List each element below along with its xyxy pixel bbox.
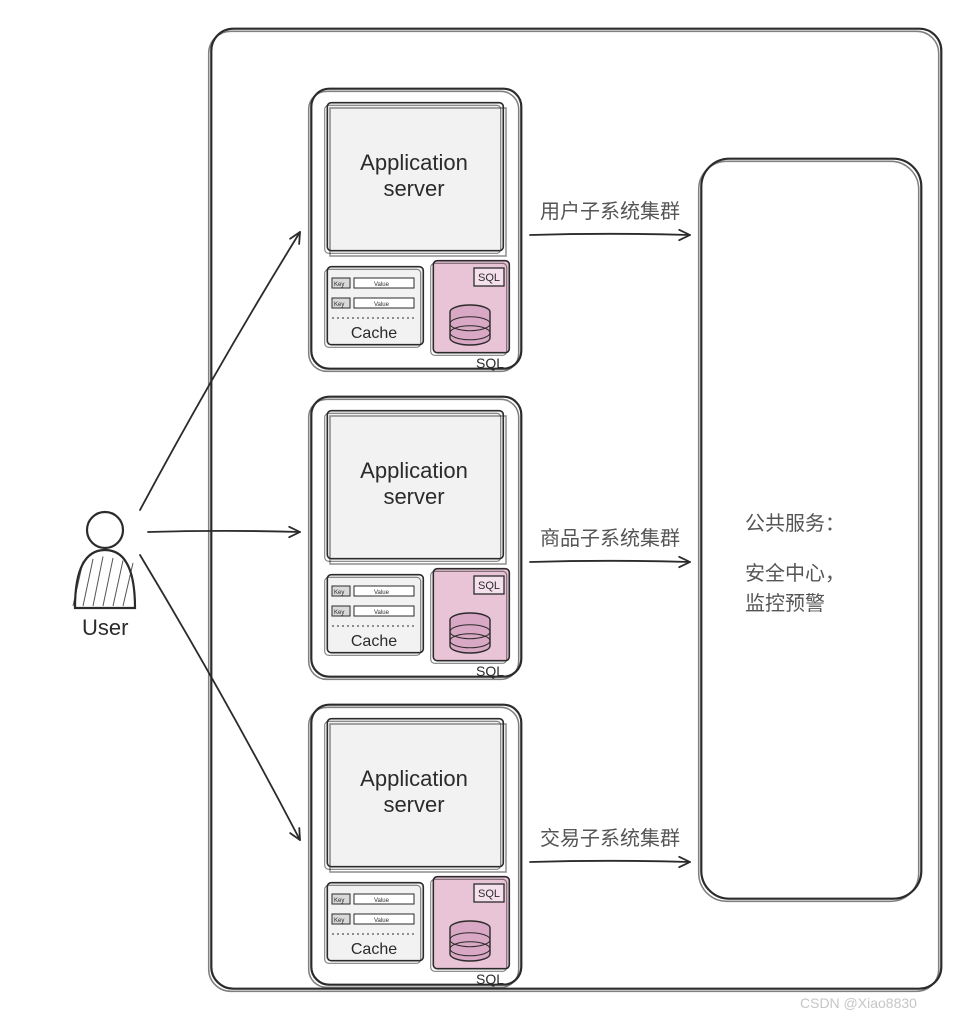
cache-label: Cache — [351, 941, 397, 958]
service-line2: 安全中心， — [745, 562, 845, 585]
cluster-right-label: 商品子系统集群 — [540, 527, 680, 550]
cluster-arrow-trade-subsystem — [530, 857, 690, 867]
cluster-right-label: 用户子系统集群 — [540, 200, 680, 223]
cache-label: Cache — [351, 325, 397, 342]
user-arrow-to-trade-sub — [140, 555, 300, 840]
svg-text:Key: Key — [334, 302, 344, 308]
svg-text:Key: Key — [334, 918, 344, 924]
cache-label: Cache — [351, 633, 397, 650]
svg-text:Value: Value — [374, 898, 390, 904]
service-line3: 监控预警 — [745, 592, 825, 615]
cluster-arrow-product-subsystem — [530, 557, 690, 567]
svg-text:Key: Key — [334, 282, 344, 288]
app-server-label-line1: Application — [360, 766, 468, 791]
sql-bottom-label: SQL — [476, 971, 504, 987]
app-server-label-line2: server — [383, 484, 444, 509]
svg-text:Key: Key — [334, 898, 344, 904]
svg-text:Value: Value — [374, 590, 390, 596]
app-server-label-line2: server — [383, 176, 444, 201]
user-label: User — [82, 615, 128, 640]
svg-text:Value: Value — [374, 610, 390, 616]
app-server-label-line2: server — [383, 792, 444, 817]
svg-text:Key: Key — [334, 590, 344, 596]
app-server-label-line1: Application — [360, 150, 468, 175]
sql-bottom-label: SQL — [476, 663, 504, 679]
watermark: CSDN @Xiao8830 — [800, 995, 917, 1011]
sql-tab-label: SQL — [478, 888, 500, 900]
svg-text:Key: Key — [334, 610, 344, 616]
cluster-arrow-user-subsystem — [530, 230, 690, 240]
cluster-right-label: 交易子系统集群 — [540, 827, 680, 850]
user-icon — [73, 512, 135, 608]
sql-tab-label: SQL — [478, 580, 500, 592]
svg-text:Value: Value — [374, 918, 390, 924]
svg-text:Value: Value — [374, 282, 390, 288]
app-server-label-line1: Application — [360, 458, 468, 483]
user-arrow-to-product-sub — [148, 527, 300, 537]
user-arrow-to-user-sub — [140, 232, 300, 510]
sql-tab-label: SQL — [478, 272, 500, 284]
svg-text:Value: Value — [374, 302, 390, 308]
service-title: 公共服务： — [745, 512, 845, 535]
sql-bottom-label: SQL — [476, 355, 504, 371]
